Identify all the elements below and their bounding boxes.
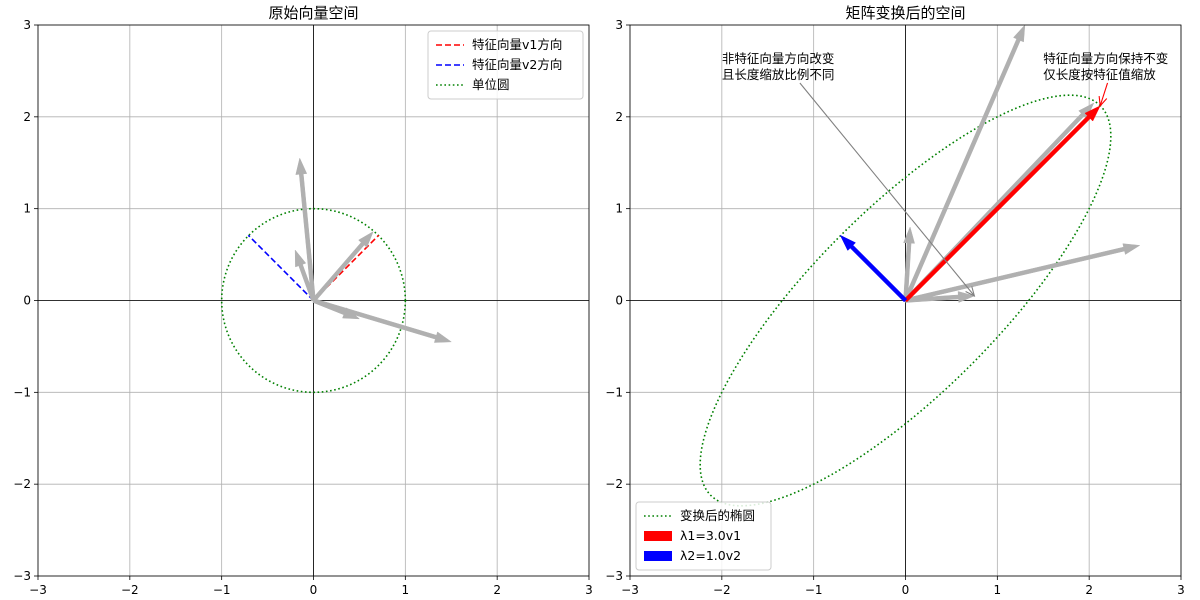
- right-plot-axes: 非特征向量方向改变且长度缩放比例不同特征向量方向保持不变仅长度按特征值缩放−3−…: [605, 4, 1185, 597]
- y-tick-label: 2: [615, 110, 623, 124]
- annotation-arrow-head: [965, 286, 976, 297]
- vector-arrow: [905, 291, 976, 303]
- legend-swatch: [644, 551, 672, 561]
- annotation-arrow-head: [1098, 95, 1108, 108]
- x-tick-label: −1: [805, 583, 823, 597]
- vector-arrow: [903, 226, 915, 301]
- left-plot-axes: −3 −2 −1 0 1 2 3 −3 −2 −1 0 1 2 3 原始向量空间特征向量v1方向特征向量v2…: [13, 4, 593, 597]
- legend-label: 特征向量v2方向: [472, 57, 562, 72]
- y-tick-label: −3: [605, 569, 623, 583]
- legend-swatch: [644, 531, 672, 541]
- vector-arrow: [904, 243, 1141, 303]
- plot-title: 矩阵变换后的空间: [845, 4, 965, 22]
- x-tick-label: −3: [621, 583, 639, 597]
- legend-label: λ1=3.0v1: [680, 528, 741, 543]
- eigen-direction-line-v2: [247, 234, 315, 302]
- plot-content: [220, 157, 452, 394]
- y-tick-label: 1: [23, 202, 31, 216]
- legend-label: λ2=1.0v2: [680, 548, 741, 563]
- plot-title: 原始向量空间: [268, 4, 358, 22]
- legend: 变换后的椭圆 λ1=3.0v1 λ2=1.0v2: [635, 501, 772, 571]
- y-tick-label: 0: [23, 294, 31, 308]
- y-tick-label: 3: [615, 18, 623, 32]
- vector-arrow: [294, 249, 316, 302]
- legend-label: 变换后的椭圆: [680, 508, 755, 523]
- vector-arrow: [295, 157, 316, 301]
- y-tick-label: 0: [615, 294, 623, 308]
- eigenvector-v2-arrow: [839, 234, 908, 303]
- annotation-arrow-line: [1099, 82, 1109, 106]
- annotation-text: 特征向量方向保持不变: [1043, 51, 1168, 66]
- annotation-arrow-line: [799, 82, 975, 297]
- annotation-text: 且长度缩放比例不同: [722, 67, 835, 82]
- plot-content: [699, 25, 1141, 507]
- vector-arrow: [311, 231, 374, 303]
- x-tick-label: −3: [29, 583, 47, 597]
- x-tick-label: 1: [994, 583, 1002, 597]
- eigen-direction-line-v1: [312, 234, 380, 302]
- x-tick-label: 2: [1085, 583, 1093, 597]
- y-tick-label: 1: [615, 202, 623, 216]
- x-tick-label: 3: [585, 583, 593, 597]
- annotation-text: 仅长度按特征值缩放: [1043, 67, 1156, 82]
- y-tick-label: 3: [23, 18, 31, 32]
- eigenvector-v1-arrow: [903, 105, 1101, 303]
- y-tick-label: −2: [13, 477, 31, 491]
- x-tick-label: 1: [402, 583, 410, 597]
- legend-label: 特征向量v1方向: [472, 37, 562, 52]
- x-tick-label: 3: [1177, 583, 1185, 597]
- y-tick-label: −3: [13, 569, 31, 583]
- legend-box: [427, 30, 584, 100]
- y-tick-label: −1: [13, 385, 31, 399]
- x-tick-label: 0: [902, 583, 910, 597]
- x-tick-label: 2: [493, 583, 501, 597]
- annotation-text: 非特征向量方向改变: [722, 51, 835, 66]
- y-tick-label: −1: [605, 385, 623, 399]
- x-tick-label: −2: [713, 583, 731, 597]
- x-tick-label: −2: [121, 583, 139, 597]
- y-tick-label: −2: [605, 477, 623, 491]
- x-tick-label: −1: [213, 583, 231, 597]
- transformed-ellipse: [699, 94, 1112, 507]
- legend-label: 单位圆: [472, 77, 510, 92]
- vector-arrow: [903, 25, 1026, 302]
- vector-arrow: [312, 298, 361, 320]
- y-tick-label: 2: [23, 110, 31, 124]
- x-tick-label: 0: [310, 583, 318, 597]
